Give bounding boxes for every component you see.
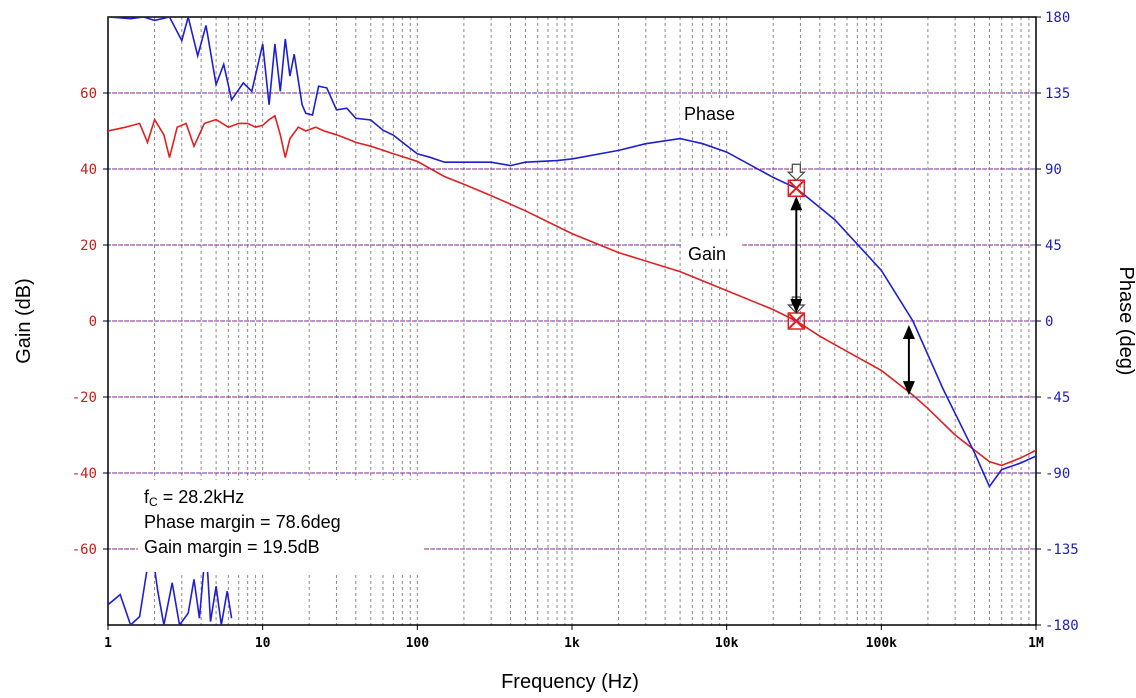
info-crossover-value: = 28.2kHz [158, 487, 245, 507]
right-tick-label: -90 [1045, 466, 1070, 482]
left-tick-label: -60 [72, 542, 97, 558]
right-tick-label: -180 [1045, 618, 1079, 634]
right-tick-label: -135 [1045, 542, 1079, 558]
y-axis-label-right: Phase (deg) [1115, 267, 1136, 376]
right-tick-label: 90 [1045, 162, 1062, 178]
info-crossover-f: f [144, 487, 150, 507]
left-tick-label: -20 [72, 390, 97, 406]
left-tick-label: -40 [72, 466, 97, 482]
x-tick-label: 1k [564, 636, 580, 651]
right-tick-label: 180 [1045, 10, 1070, 26]
phase-marker-pointer-icon [786, 163, 806, 182]
info-gain-margin: Gain margin = 19.5dB [144, 537, 320, 557]
left-tick-label: 60 [80, 86, 97, 102]
info-phase-margin: Phase margin = 78.6deg [144, 512, 341, 532]
x-tick-label: 1 [104, 636, 112, 651]
left-tick-label: 0 [89, 314, 97, 330]
gain-margin-arrow-head-top [902, 325, 915, 339]
left-tick-label: 40 [80, 162, 97, 178]
info-box [138, 480, 423, 572]
gain-label-box [682, 238, 742, 268]
phase-marker-cross-b [788, 180, 805, 196]
phase-label: Phase [684, 104, 735, 124]
info-crossover: fC = 28.2kHz [144, 487, 244, 509]
x-tick-label: 1M [1028, 636, 1044, 651]
right-tick-label: 0 [1045, 314, 1053, 330]
right-tick-label: 45 [1045, 238, 1062, 254]
phase-line [108, 17, 1036, 489]
x-tick-label: 10 [255, 636, 271, 651]
gain-marker-cross-b [788, 313, 805, 329]
annotations [786, 163, 915, 396]
data-series [108, 17, 1036, 625]
x-axis-label: Frequency (Hz) [501, 671, 639, 693]
y-axis-label-left: Gain (dB) [13, 278, 35, 364]
right-tick-label: -45 [1045, 390, 1070, 406]
phase-noise-line [108, 543, 233, 625]
phase-margin-arrow-head-top [790, 196, 803, 211]
phase-margin-arrow-head-bottom [790, 299, 803, 313]
phase-label-box [680, 98, 752, 128]
x-tick-label: 10k [715, 636, 739, 651]
right-tick-label: 135 [1045, 86, 1070, 102]
x-tick-label: 100k [866, 636, 897, 651]
info-crossover-sub: C [149, 495, 158, 509]
left-tick-label: 20 [80, 238, 97, 254]
gain-line [108, 114, 1036, 467]
gain-margin-arrow-head-bottom [902, 381, 915, 396]
gain-label: Gain [688, 244, 726, 264]
x-tick-label: 100 [406, 636, 430, 651]
